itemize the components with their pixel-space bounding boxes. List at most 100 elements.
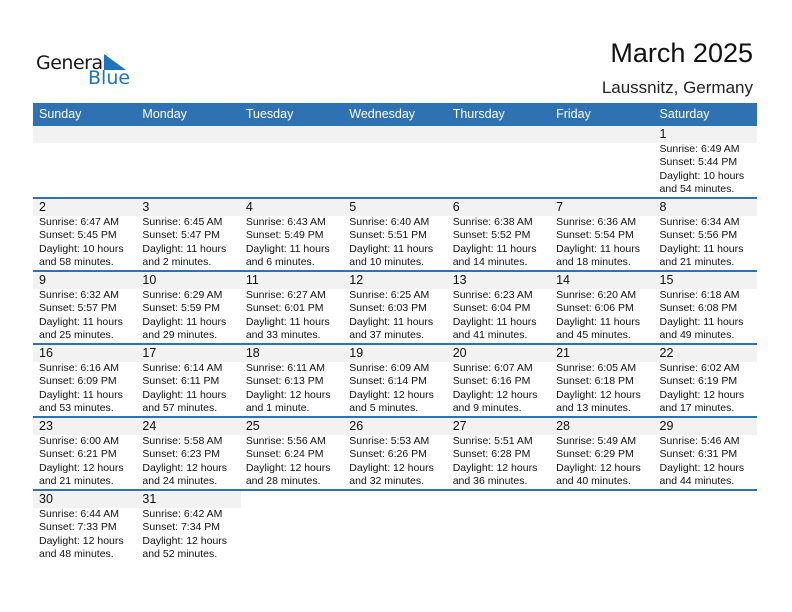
sunrise-text: Sunrise: 6:20 AM [556, 289, 637, 301]
sunrise-text: Sunrise: 6:11 AM [245, 362, 326, 374]
sunrise-text: Sunrise: 6:14 AM [142, 362, 223, 374]
sunset-text: Sunset: 7:34 PM [142, 521, 221, 534]
sunrise-text: Sunrise: 6:09 AM [349, 362, 430, 374]
sunrise-text: Sunrise: 5:51 AM [452, 435, 533, 447]
day-cell: 8 Sunrise: 6:34 AM Sunset: 5:56 PM Daylight… [654, 199, 757, 270]
daylight1-text: Daylight: 12 hours [349, 461, 434, 474]
weekday-friday: Friday [556, 107, 591, 121]
day-number: 29 [659, 419, 674, 433]
day-cell: 6 Sunrise: 6:38 AM Sunset: 5:52 PM Daylight… [447, 199, 550, 270]
sunset-text: Sunset: 5:52 PM [452, 229, 531, 242]
sunset-text: Sunset: 6:16 PM [452, 375, 531, 388]
daylight1-text: Daylight: 11 hours [556, 315, 640, 328]
day-cell: 1 Sunrise: 6:49 AM Sunset: 5:44 PM Daylight… [654, 126, 757, 197]
sunset-text: Sunset: 6:26 PM [349, 448, 427, 461]
day-cell: 29 Sunrise: 5:46 AM Sunset: 6:31 PM Dayligh… [654, 418, 757, 489]
day-number: 24 [142, 419, 157, 433]
day-cell: 25 Sunrise: 5:56 AM Sunset: 6:24 PM Dayligh… [240, 418, 343, 489]
day-number: 20 [452, 346, 467, 360]
sunset-text: Sunset: 5:57 PM [39, 302, 117, 315]
weekday-monday: Monday [142, 107, 187, 121]
daylight1-text: Daylight: 12 hours [142, 534, 228, 547]
daylight1-text: Daylight: 11 hours [142, 242, 227, 255]
daylight2-text: and 24 minutes. [142, 475, 218, 488]
daylight2-text: and 44 minutes. [659, 475, 735, 488]
daylight2-text: and 21 minutes. [39, 475, 114, 488]
sunset-text: Sunset: 5:51 PM [349, 229, 427, 242]
day-number: 19 [349, 346, 364, 360]
daylight1-text: Daylight: 11 hours [245, 315, 330, 328]
day-cell: 11 Sunrise: 6:27 AM Sunset: 6:01 PM Dayligh… [240, 272, 343, 343]
day-number: 7 [556, 200, 564, 214]
daylight2-text: and 29 minutes. [142, 329, 218, 342]
daylight2-text: and 1 minute. [245, 402, 310, 415]
sunset-text: Sunset: 6:11 PM [142, 375, 220, 388]
week-row: 1 Sunrise: 6:49 AM Sunset: 5:44 PM Daylight… [33, 126, 757, 199]
sunset-text: Sunset: 6:01 PM [245, 302, 324, 315]
daylight2-text: and 21 minutes. [659, 256, 735, 269]
week-row: 9 Sunrise: 6:32 AM Sunset: 5:57 PM Daylight… [33, 272, 757, 345]
sunset-text: Sunset: 6:21 PM [39, 448, 117, 461]
sunrise-text: Sunrise: 6:38 AM [452, 216, 533, 228]
location: Laussnitz, Germany [601, 78, 753, 97]
sunset-text: Sunset: 6:09 PM [39, 375, 117, 388]
sunset-text: Sunset: 6:24 PM [245, 448, 324, 461]
daylight1-text: Daylight: 11 hours [349, 315, 434, 328]
sunset-text: Sunset: 5:56 PM [659, 229, 738, 242]
day-cell: 9 Sunrise: 6:32 AM Sunset: 5:57 PM Daylight… [33, 272, 136, 343]
day-cell: 14 Sunrise: 6:20 AM Sunset: 6:06 PM Dayligh… [550, 272, 653, 343]
daylight2-text: and 58 minutes. [39, 256, 114, 269]
empty-cell [343, 491, 446, 562]
daylight1-text: Daylight: 11 hours [556, 242, 640, 255]
page-title: March 2025 [610, 38, 753, 68]
sunset-text: Sunset: 6:23 PM [142, 448, 221, 461]
daylight2-text: and 17 minutes. [659, 402, 735, 415]
daylight1-text: Daylight: 10 hours [39, 242, 124, 255]
day-number: 6 [452, 200, 460, 214]
sunset-text: Sunset: 5:45 PM [39, 229, 117, 242]
day-cell: 15 Sunrise: 6:18 AM Sunset: 6:08 PM Dayligh… [654, 272, 757, 343]
daylight1-text: Daylight: 11 hours [245, 242, 330, 255]
day-number: 15 [659, 273, 674, 287]
day-cell: 2 Sunrise: 6:47 AM Sunset: 5:45 PM Daylight… [33, 199, 136, 270]
sunset-text: Sunset: 6:29 PM [556, 448, 634, 461]
daylight1-text: Daylight: 11 hours [39, 315, 123, 328]
sunset-text: Sunset: 5:44 PM [659, 156, 738, 169]
sunset-text: Sunset: 6:19 PM [659, 375, 738, 388]
empty-cell [447, 126, 550, 197]
sunset-text: Sunset: 7:33 PM [39, 521, 117, 534]
day-cell: 24 Sunrise: 5:58 AM Sunset: 6:23 PM Dayligh… [136, 418, 239, 489]
day-number: 16 [39, 346, 53, 360]
sunrise-text: Sunrise: 6:16 AM [39, 362, 119, 374]
daylight1-text: Daylight: 12 hours [452, 461, 538, 474]
day-cell: 20 Sunrise: 6:07 AM Sunset: 6:16 PM Dayligh… [447, 345, 550, 416]
daylight2-text: and 36 minutes. [452, 475, 528, 488]
daylight1-text: Daylight: 12 hours [556, 461, 641, 474]
sunrise-text: Sunrise: 6:40 AM [349, 216, 430, 228]
daylight2-text: and 14 minutes. [452, 256, 528, 269]
day-cell: 19 Sunrise: 6:09 AM Sunset: 6:14 PM Dayligh… [343, 345, 446, 416]
sunset-text: Sunset: 5:54 PM [556, 229, 634, 242]
daylight1-text: Daylight: 12 hours [659, 461, 745, 474]
sunrise-text: Sunrise: 5:46 AM [659, 435, 740, 447]
day-number: 2 [39, 200, 46, 214]
daylight2-text: and 5 minutes. [349, 402, 419, 415]
empty-cell [550, 126, 653, 197]
day-cell: 4 Sunrise: 6:43 AM Sunset: 5:49 PM Daylight… [240, 199, 343, 270]
daylight2-text: and 45 minutes. [556, 329, 631, 342]
day-number: 9 [39, 273, 46, 287]
day-cell: 22 Sunrise: 6:02 AM Sunset: 6:19 PM Dayligh… [654, 345, 757, 416]
day-cell: 28 Sunrise: 5:49 AM Sunset: 6:29 PM Dayligh… [550, 418, 653, 489]
sunrise-text: Sunrise: 6:43 AM [245, 216, 326, 228]
daylight1-text: Daylight: 12 hours [245, 461, 331, 474]
empty-cell [550, 491, 653, 562]
day-number: 30 [39, 492, 53, 506]
daylight2-text: and 52 minutes. [142, 548, 218, 561]
daylight1-text: Daylight: 12 hours [142, 461, 228, 474]
day-number: 10 [142, 273, 157, 287]
day-number: 13 [452, 273, 467, 287]
sunrise-text: Sunrise: 6:05 AM [556, 362, 637, 374]
sunset-text: Sunset: 6:08 PM [659, 302, 738, 315]
empty-cell [33, 126, 136, 197]
day-number: 28 [556, 419, 571, 433]
